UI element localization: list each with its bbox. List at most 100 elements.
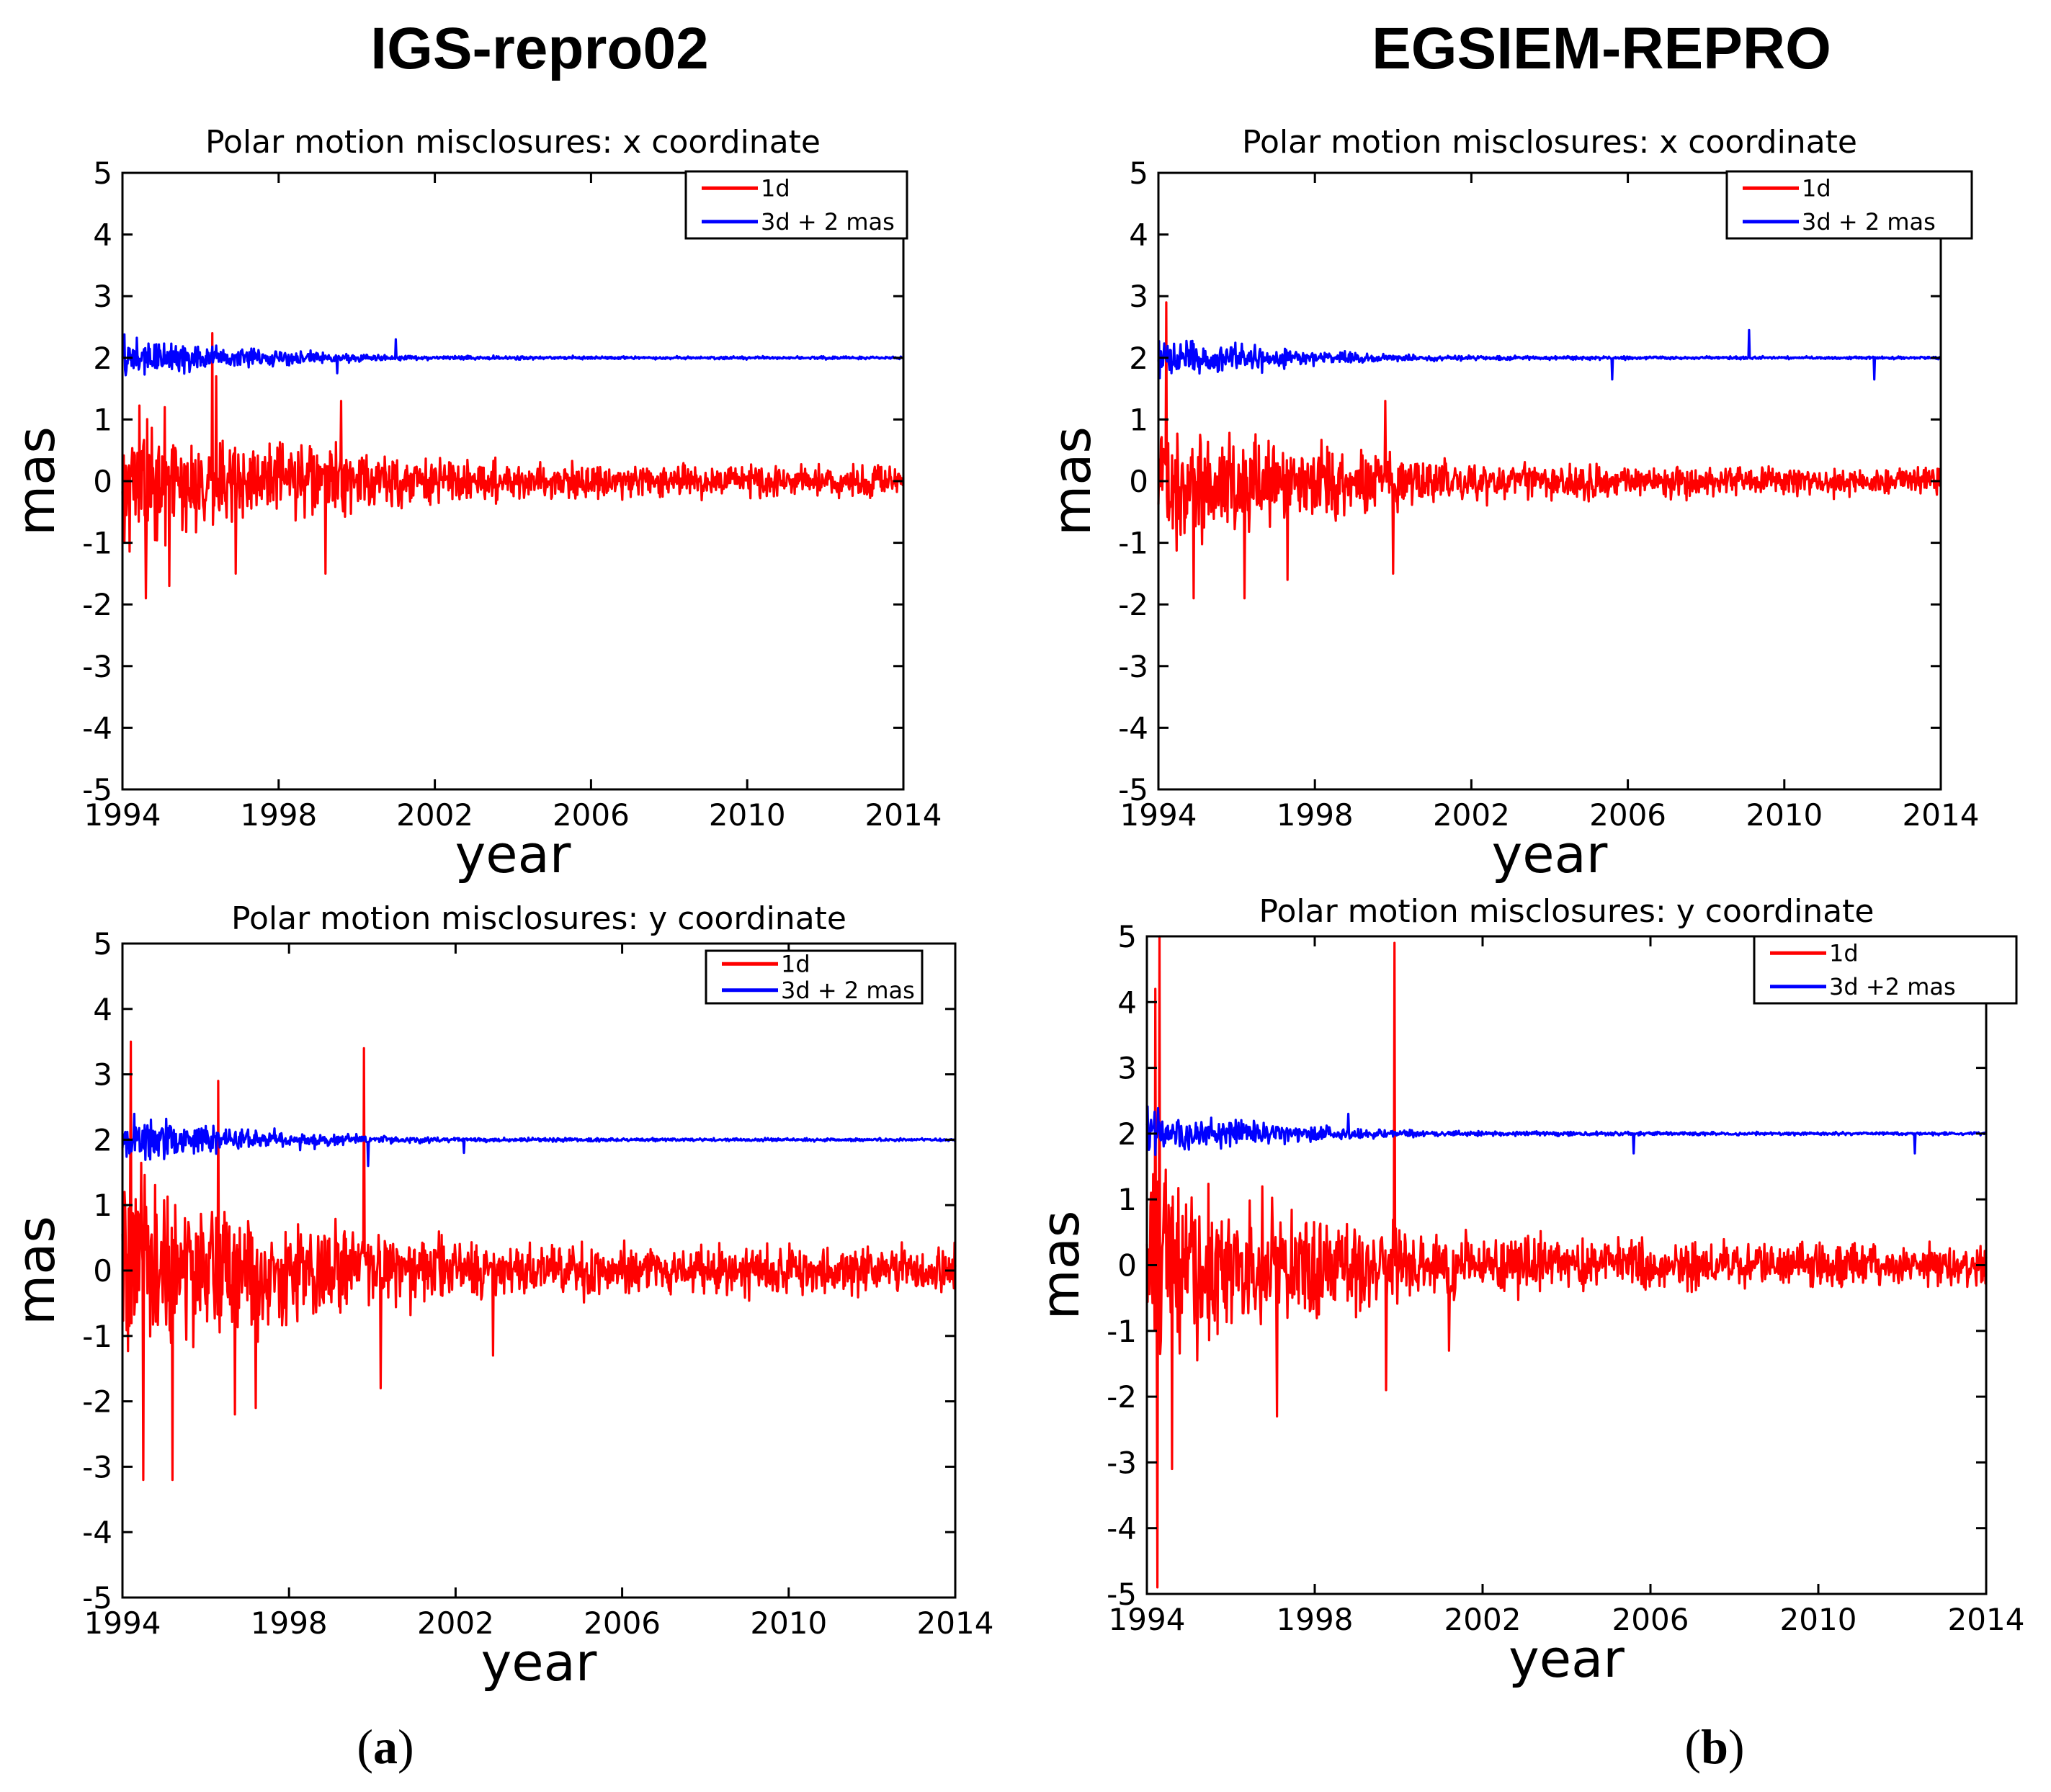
y-tick-label: 4 [1117, 985, 1137, 1020]
y-tick-label: -3 [82, 1449, 112, 1484]
x-tick-label: 2014 [1948, 1602, 2025, 1637]
legend: 1d 3d +2 mas [1753, 935, 2018, 1005]
y-tick-label: 3 [93, 1057, 112, 1093]
series-line-3d [1157, 328, 1941, 381]
y-tick-label: -4 [82, 710, 112, 745]
x-tick-label: 1998 [240, 797, 317, 833]
chart-title: Polar motion misclosures: x coordinate [1242, 124, 1857, 161]
y-tick-label: 4 [93, 218, 112, 253]
y-tick-label: -2 [1107, 1379, 1137, 1415]
series-line-3d [121, 333, 905, 377]
x-tick-label: 2014 [917, 1605, 994, 1641]
y-tick-label: -5 [82, 1580, 112, 1616]
y-tick-label: -2 [82, 587, 112, 622]
legend-box [1725, 170, 1973, 240]
y-tick-label: -2 [1118, 587, 1148, 622]
y-axis-label: mas [1042, 426, 1102, 536]
series-line-3d [1145, 1105, 1988, 1156]
chart-igs-y: Polar motion misclosures: y coordinate 5 4… [6, 900, 993, 1693]
y-tick-label: 2 [93, 1122, 112, 1157]
y-axis-label: mas [6, 426, 66, 536]
chart-title: Polar motion misclosures: y coordinate [231, 900, 846, 937]
column-title-right: EGSIEM-REPRO [1372, 16, 1831, 81]
panel-label-b-close: ) [1728, 1719, 1745, 1774]
y-tick-label: -1 [82, 1319, 112, 1354]
legend-label-1d: 1d [761, 174, 790, 202]
chart-title: Polar motion misclosures: x coordinate [205, 124, 821, 161]
panel-label-a: (a) [357, 1719, 414, 1774]
x-tick-label: 1994 [84, 1605, 161, 1641]
chart-egsiem-x: Polar motion misclosures: x coordinate 5 4… [1042, 124, 1979, 884]
panel-label-a-open: ( [357, 1719, 373, 1774]
legend-box [705, 949, 924, 1005]
y-tick-label: -2 [82, 1384, 112, 1420]
y-axis-label: mas [1030, 1211, 1091, 1320]
y-tick-label: 3 [1117, 1051, 1137, 1086]
y-tick-label: 2 [1117, 1116, 1137, 1152]
x-tick-label: 2002 [396, 797, 473, 833]
y-tick-label: 2 [93, 341, 112, 376]
y-tick-label: 1 [93, 402, 112, 437]
y-tick-label: 4 [93, 992, 112, 1027]
column-title-left: IGS-repro02 [370, 16, 708, 81]
y-tick-label: 2 [1129, 341, 1148, 376]
y-tick-label: 0 [93, 464, 112, 499]
y-tick-label: -3 [82, 649, 112, 684]
y-tick-label: 1 [93, 1188, 112, 1223]
y-tick-label: 0 [93, 1253, 112, 1289]
x-tick-label: 2002 [1444, 1602, 1522, 1637]
panel-label-b-letter: b [1701, 1719, 1728, 1774]
x-tick-label: 2014 [1903, 797, 1980, 833]
y-tick-label: -5 [1107, 1577, 1137, 1612]
legend-box [684, 170, 908, 240]
y-tick-label: 0 [1129, 464, 1148, 499]
y-tick-label: 3 [93, 279, 112, 314]
x-tick-label: 1994 [1120, 797, 1197, 833]
x-tick-label: 1998 [1277, 797, 1354, 833]
legend-label-3d: 3d + 2 mas [781, 977, 915, 1004]
legend-label-1d: 1d [781, 950, 810, 977]
x-tick-label: 2010 [709, 797, 786, 833]
x-tick-label: 2006 [1589, 797, 1666, 833]
y-tick-label: -3 [1107, 1445, 1137, 1480]
y-tick-label: 3 [1129, 279, 1148, 314]
series-line-1d [121, 1040, 957, 1482]
y-tick-label: 5 [1117, 919, 1137, 954]
legend-label-3d: 3d + 2 mas [1802, 208, 1936, 236]
x-tick-label: 1994 [1109, 1602, 1186, 1637]
y-tick-label: -1 [82, 526, 112, 561]
y-tick-label: -5 [1118, 772, 1148, 807]
panel-label-a-letter: a [373, 1719, 398, 1774]
x-axis-label: year [1509, 1629, 1625, 1689]
series-line-1d [121, 332, 904, 600]
y-tick-label: 5 [1129, 156, 1148, 191]
x-tick-label: 2010 [1746, 797, 1823, 833]
legend: 1d 3d + 2 mas [1725, 170, 1973, 240]
x-tick-label: 2006 [553, 797, 630, 833]
panel-label-a-close: ) [398, 1719, 414, 1774]
y-tick-label: -1 [1107, 1314, 1137, 1349]
x-tick-label: 2014 [865, 797, 942, 833]
chart-egsiem-y: Polar motion misclosures: y coordinate 5 4… [1030, 893, 2024, 1689]
x-tick-label: 2006 [1612, 1602, 1689, 1637]
y-tick-label: 5 [93, 156, 112, 191]
y-tick-label: 5 [93, 926, 112, 962]
y-tick-label: 0 [1117, 1248, 1137, 1283]
series-line-1d [1145, 935, 1988, 1589]
y-tick-label: -3 [1118, 649, 1148, 684]
y-tick-label: -1 [1118, 526, 1148, 561]
y-tick-label: 4 [1129, 218, 1148, 253]
y-tick-label: 1 [1117, 1182, 1137, 1217]
series-line-1d [1157, 301, 1942, 600]
x-tick-label: 2010 [750, 1605, 827, 1641]
legend-label-1d: 1d [1829, 939, 1859, 967]
chart-igs-x: Polar motion misclosures: x coordinate 5 4… [6, 124, 942, 884]
x-axis-label: year [455, 824, 571, 884]
panel-label-b: (b) [1684, 1719, 1744, 1774]
y-axis-label: mas [6, 1216, 66, 1325]
panel-label-b-open: ( [1684, 1719, 1701, 1774]
x-axis-label: year [481, 1632, 597, 1693]
x-tick-label: 1998 [1277, 1602, 1354, 1637]
legend-label-3d: 3d +2 mas [1829, 973, 1956, 1000]
